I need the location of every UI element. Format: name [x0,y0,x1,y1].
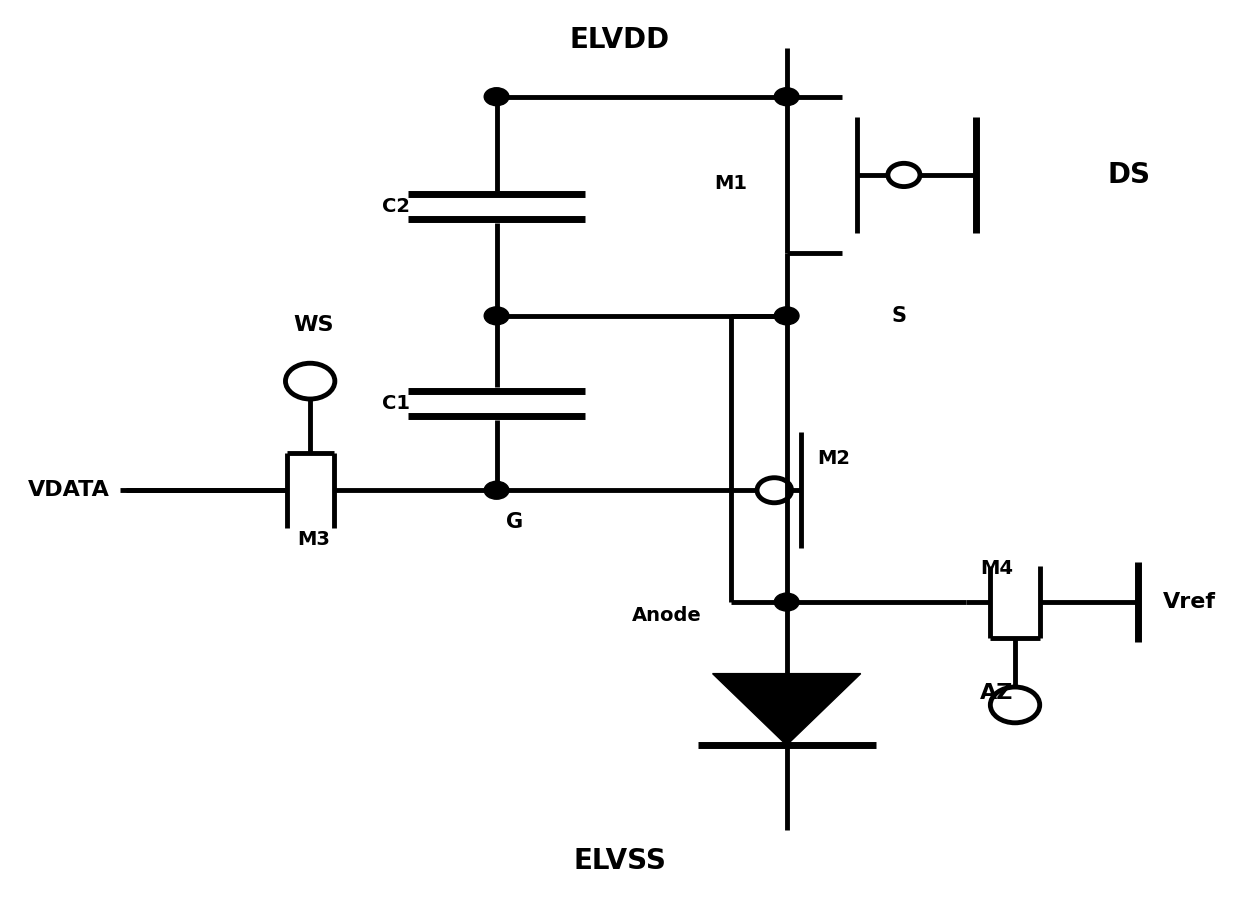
Circle shape [484,482,508,500]
Text: AZ: AZ [980,683,1013,703]
Text: M2: M2 [817,449,851,468]
Polygon shape [713,673,861,745]
Text: DS: DS [1107,160,1151,188]
Text: ELVSS: ELVSS [574,848,666,876]
Text: M4: M4 [980,559,1013,578]
Text: Vref: Vref [1163,592,1216,612]
Text: ELVDD: ELVDD [570,26,670,54]
Text: C1: C1 [382,394,410,413]
Circle shape [774,593,799,611]
Text: G: G [506,511,523,532]
Text: M3: M3 [298,530,330,549]
Circle shape [774,88,799,105]
Text: Anode: Anode [632,606,702,625]
Circle shape [484,88,508,105]
Text: C2: C2 [382,197,410,216]
Circle shape [484,307,508,325]
Text: M1: M1 [714,174,748,193]
Text: S: S [892,306,906,326]
Text: VDATA: VDATA [27,481,109,500]
Text: WS: WS [294,315,334,335]
Circle shape [774,307,799,325]
